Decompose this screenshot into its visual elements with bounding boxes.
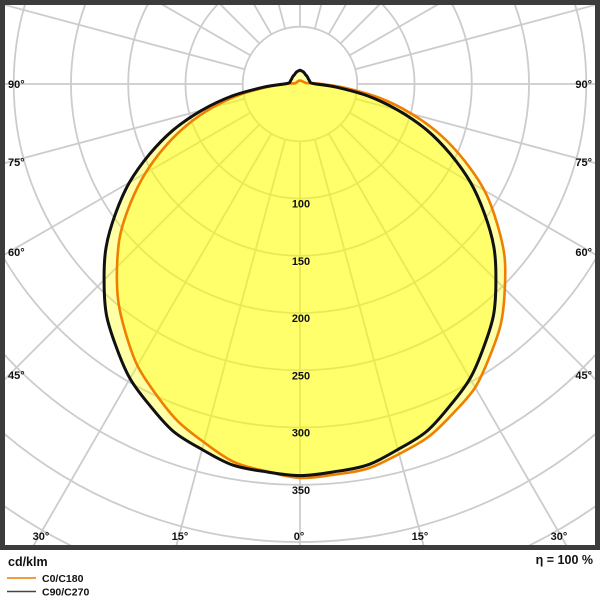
grid-ray (5, 5, 245, 71)
grid-ray (175, 139, 287, 545)
angle-label-bottom: 0° (294, 531, 305, 543)
curve-fill-c0-c180 (116, 80, 506, 478)
grid-ray (349, 111, 595, 256)
curve-fill-c90-c270 (104, 70, 496, 476)
angle-label-bottom: 15° (172, 531, 189, 543)
curve-c0-c180 (115, 79, 507, 480)
grid-ray (32, 133, 273, 545)
angle-label-bottom: 30° (33, 531, 50, 543)
angle-label-right: 75° (575, 157, 592, 169)
curve-outlines (102, 68, 507, 480)
angle-label-bottom: 30° (551, 531, 568, 543)
axis-labels: 100 150 200 250 300 350 90° 90° 75° 75° 60° 60° 45° 4… (8, 79, 592, 543)
grid-ray (313, 139, 425, 545)
radial-tick-label: 350 (292, 485, 310, 497)
grid-ray (355, 97, 595, 164)
grid-ray (5, 97, 245, 164)
angle-label-left: 45° (8, 370, 25, 382)
grid-ray (5, 123, 261, 381)
legend-label-c90-c270: C90/C270 (42, 587, 89, 599)
angle-label-bottom: 15° (412, 531, 429, 543)
angle-label-right: 45° (575, 370, 592, 382)
angle-label-left: 60° (8, 247, 25, 259)
radial-tick-label: 250 (292, 370, 310, 382)
grid-ray (161, 5, 251, 57)
grid-ray (327, 5, 347, 35)
radial-tick-label: 100 (292, 199, 310, 211)
radial-tick-label: 150 (292, 256, 310, 268)
angle-label-right: 90° (575, 79, 592, 91)
radial-tick-label: 200 (292, 313, 310, 325)
grid-ray (339, 123, 595, 381)
grid-ray (355, 5, 595, 71)
angle-label-right: 60° (575, 247, 592, 259)
efficiency-label: η = 100 % (536, 553, 593, 567)
grid-ray (327, 133, 568, 545)
legend-label-c0-c180: C0/C180 (42, 573, 84, 585)
radial-tick-label: 300 (292, 428, 310, 440)
angle-label-left: 75° (8, 157, 25, 169)
grid-ray (5, 111, 251, 256)
angle-label-left: 90° (8, 79, 25, 91)
grid-ray (219, 5, 261, 45)
grid-ray (339, 5, 381, 45)
units-label: cd/klm (8, 555, 48, 569)
curve-fills (104, 70, 506, 478)
grid-ray (253, 5, 273, 35)
chart-frame (0, 0, 600, 550)
legend: C0/C180 C90/C270 (7, 573, 89, 599)
grid-ray (349, 5, 439, 57)
curve-c90-c270 (102, 68, 498, 478)
